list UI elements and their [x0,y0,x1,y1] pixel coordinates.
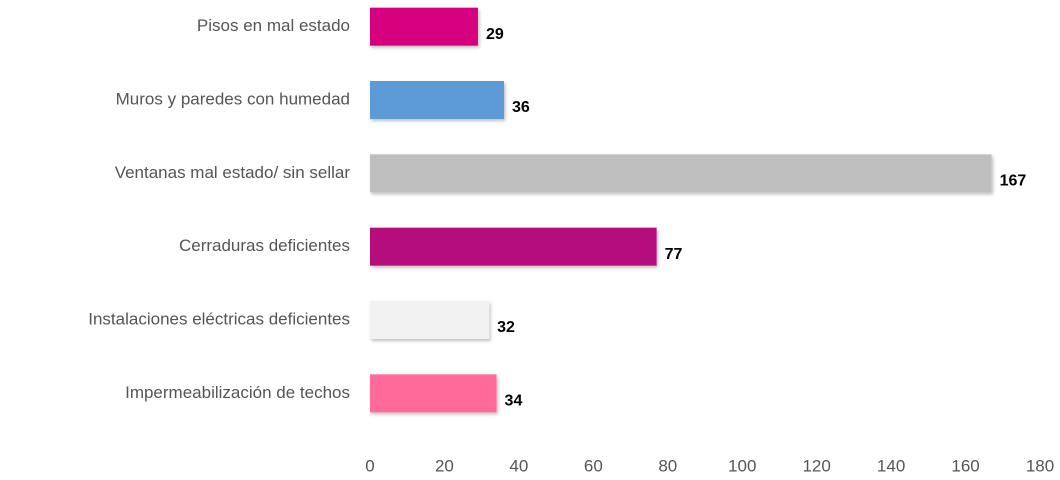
x-tick-label: 180 [1026,456,1054,475]
x-tick-label: 0 [365,456,374,475]
y-tick-label: Muros y paredes con humedad [116,89,350,108]
data-label: 32 [497,319,515,336]
y-tick-label: Instalaciones eléctricas deficientes [88,309,350,328]
bar [370,7,478,46]
y-tick-label: Cerraduras deficientes [179,236,350,255]
data-label: 77 [665,246,683,263]
x-tick-label: 80 [658,456,677,475]
bar [370,301,490,339]
bar [370,154,992,193]
x-tick-label: 160 [951,456,979,475]
x-tick-label: 140 [877,456,905,475]
y-tick-label: Pisos en mal estado [197,16,350,35]
x-tick-label: 100 [728,456,756,475]
y-tick-label: Ventanas mal estado/ sin sellar [115,163,351,182]
data-label: 34 [505,393,523,410]
data-label: 167 [1000,173,1027,190]
x-tick-label: 20 [435,456,454,475]
bar [370,81,504,119]
data-label: 29 [486,26,504,43]
bar [370,227,657,266]
y-tick-label: Impermeabilización de techos [125,383,350,402]
data-label: 36 [512,99,530,116]
x-tick-label: 120 [802,456,830,475]
x-tick-label: 60 [584,456,603,475]
x-tick-label: 40 [509,456,528,475]
bar [370,374,497,413]
